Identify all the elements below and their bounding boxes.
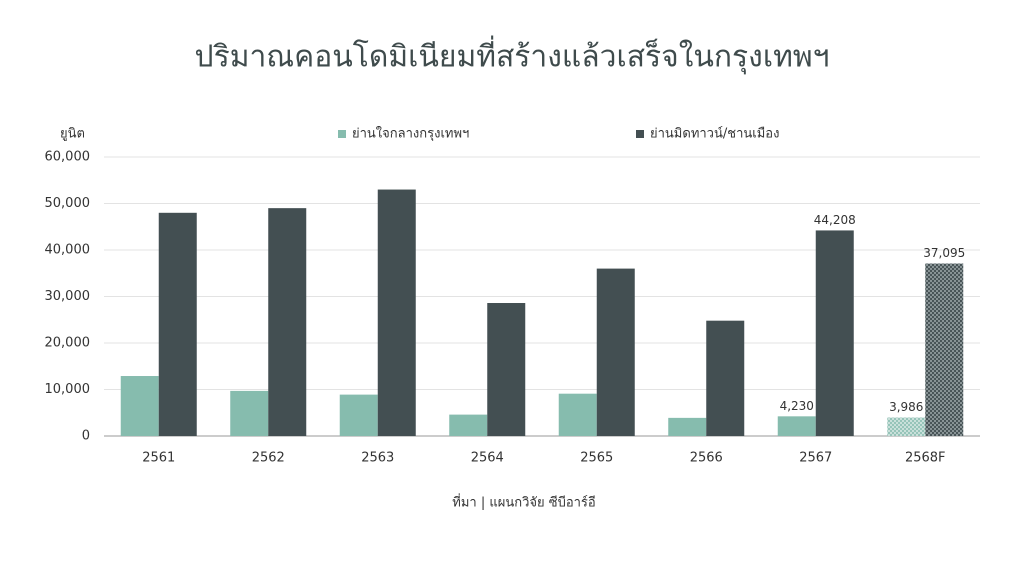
bar [120, 376, 159, 436]
bar [558, 393, 597, 436]
bar [268, 208, 307, 436]
value-label: 44,208 [814, 213, 856, 227]
source: ที่มา | แผนกวิจัย ซีบีอาร์อี [452, 494, 595, 511]
y-tick-label: 10,000 [45, 382, 91, 397]
x-tick-label: 2563 [361, 451, 394, 466]
bar [706, 320, 745, 436]
x-tick-label: 2568F [905, 451, 946, 466]
bar [887, 417, 926, 436]
bar [230, 390, 269, 436]
chart-title: ปริมาณคอนโดมิเนียมที่สร้างแล้วเสร็จในกรุ… [195, 36, 830, 76]
bar [377, 189, 416, 436]
bar [815, 230, 854, 436]
y-tick-label: 40,000 [45, 243, 91, 258]
legend-label: ย่านมิดทาวน์/ชานเมือง [650, 126, 779, 142]
bar [777, 416, 816, 436]
bar [596, 268, 635, 436]
x-tick-label: 2565 [580, 451, 613, 466]
value-label: 4,230 [780, 399, 814, 413]
bar [158, 212, 197, 436]
x-tick-label: 2562 [252, 451, 285, 466]
bar [449, 414, 488, 436]
bar [487, 303, 526, 436]
bar [925, 263, 964, 436]
x-tick-label: 2561 [142, 451, 175, 466]
bar [668, 417, 707, 436]
legend-swatch [636, 130, 644, 138]
value-label: 37,095 [923, 246, 965, 260]
y-axis-label: ยูนิต [60, 127, 85, 142]
bar [339, 394, 378, 436]
y-tick-label: 50,000 [45, 196, 91, 211]
y-tick-label: 20,000 [45, 336, 91, 351]
x-tick-label: 2566 [690, 451, 723, 466]
y-tick-label: 30,000 [45, 289, 91, 304]
x-tick-label: 2567 [799, 451, 832, 466]
legend-swatch [338, 130, 346, 138]
y-tick-label: 0 [82, 429, 90, 444]
y-tick-label: 60,000 [45, 150, 91, 165]
value-label: 3,986 [889, 400, 923, 414]
legend-label: ย่านใจกลางกรุงเทพฯ [352, 126, 469, 142]
x-tick-label: 2564 [471, 451, 504, 466]
